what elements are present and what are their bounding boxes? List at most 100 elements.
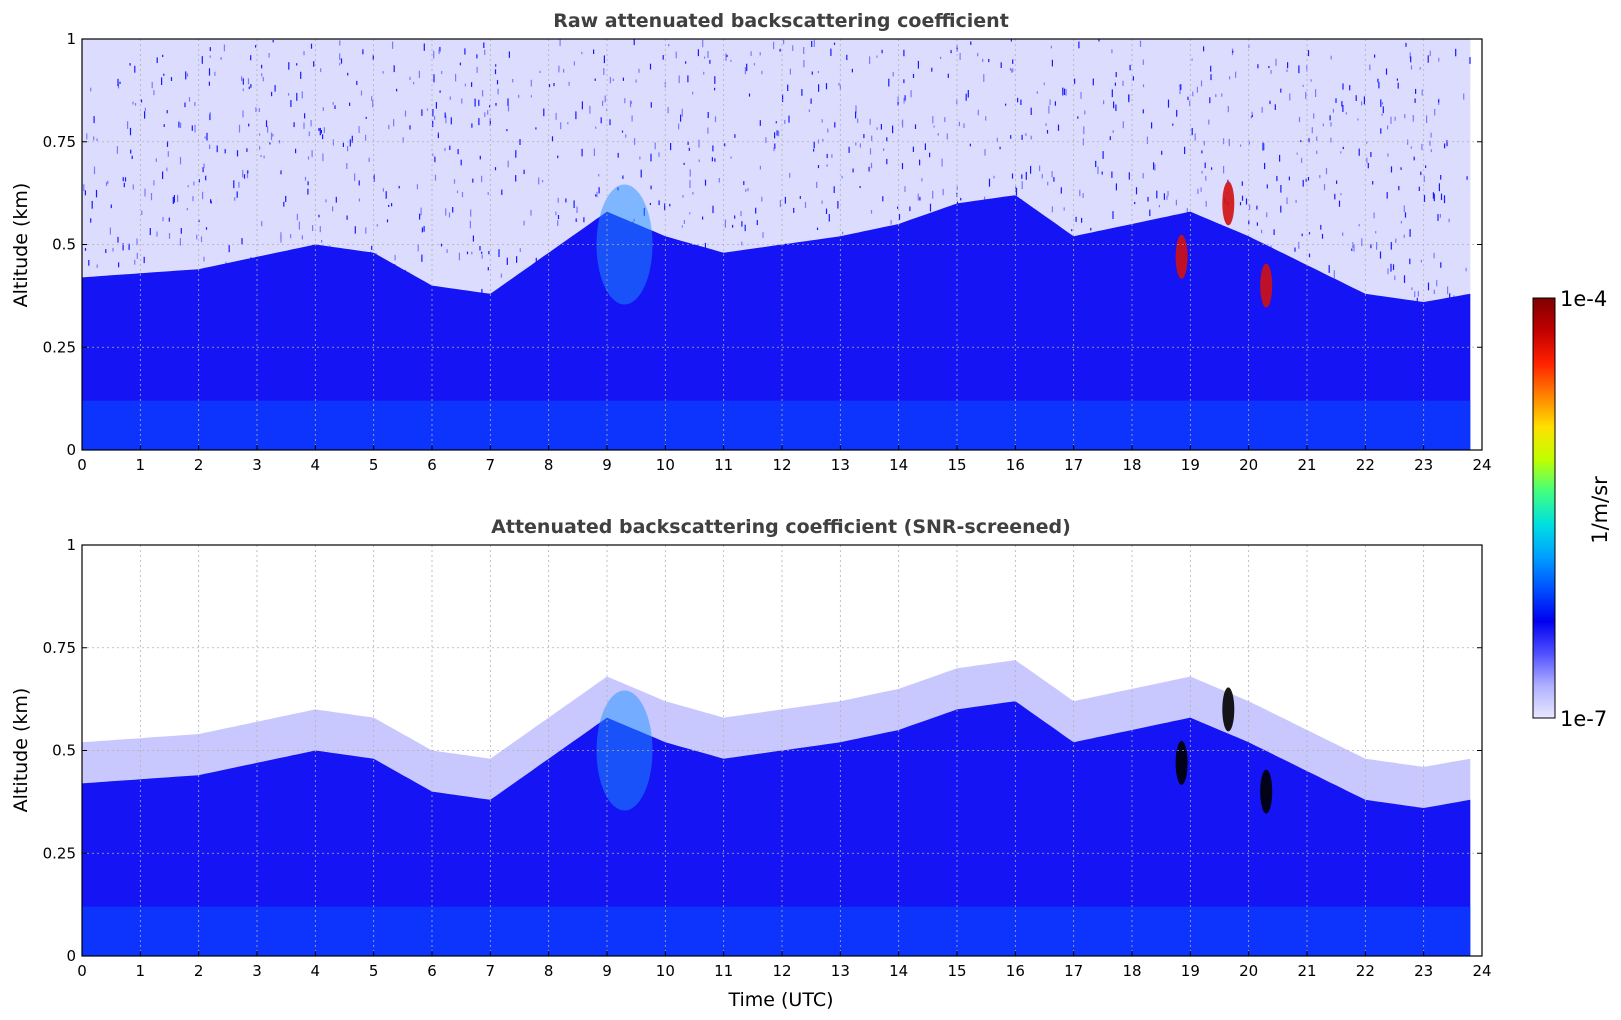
noise-speck — [855, 142, 857, 146]
noise-speck — [1167, 191, 1169, 197]
noise-speck — [272, 133, 274, 137]
noise-speck — [559, 39, 561, 46]
noise-speck — [445, 115, 447, 124]
noise-speck — [886, 158, 888, 165]
noise-speck — [209, 113, 211, 121]
noise-speck — [1142, 173, 1144, 179]
x-tick-label: 12 — [772, 456, 791, 474]
noise-speck — [168, 233, 171, 239]
noise-speck — [124, 177, 127, 182]
noise-speck — [481, 175, 483, 183]
noise-speck — [1179, 86, 1181, 95]
noise-speck — [565, 198, 567, 203]
noise-speck — [494, 69, 497, 75]
noise-speck — [464, 83, 466, 87]
noise-speck — [1387, 125, 1389, 130]
noise-speck — [1381, 102, 1384, 105]
noise-speck — [678, 75, 680, 84]
noise-speck — [346, 215, 348, 220]
noise-speck — [385, 191, 387, 199]
noise-speck — [1370, 244, 1372, 249]
raw-cloud — [1260, 263, 1273, 308]
noise-speck — [567, 122, 569, 125]
noise-speck — [151, 81, 153, 89]
raw-cloud — [1222, 181, 1235, 226]
noise-speck — [825, 208, 828, 214]
noise-speck — [658, 200, 660, 206]
noise-speck — [1390, 263, 1392, 272]
noise-speck — [1403, 205, 1405, 213]
noise-speck — [130, 149, 132, 154]
noise-speck — [1201, 150, 1203, 154]
noise-speck — [697, 49, 699, 57]
noise-speck — [1437, 214, 1439, 221]
noise-speck — [518, 94, 520, 98]
noise-speck — [156, 57, 158, 63]
x-tick-label: 18 — [1122, 456, 1141, 474]
noise-speck — [634, 138, 636, 145]
noise-speck — [162, 54, 164, 57]
noise-speck — [210, 200, 212, 204]
noise-speck — [689, 180, 691, 188]
noise-speck — [335, 196, 337, 203]
noise-speck — [857, 118, 859, 123]
noise-speck — [1178, 84, 1181, 87]
noise-speck — [942, 188, 944, 196]
noise-speck — [445, 208, 447, 216]
noise-speck — [1200, 80, 1203, 87]
noise-speck — [1115, 72, 1117, 78]
noise-speck — [322, 134, 324, 140]
noise-speck — [759, 165, 761, 170]
noise-speck — [668, 44, 670, 47]
noise-speck — [1414, 98, 1416, 103]
noise-speck — [959, 52, 961, 60]
noise-speck — [1036, 91, 1038, 94]
x-tick-label: 15 — [947, 456, 966, 474]
screened-panel-ylabel: Altitude (km) — [10, 688, 32, 813]
noise-speck — [241, 76, 243, 81]
noise-speck — [622, 175, 624, 179]
noise-speck — [912, 73, 915, 78]
raw-convective-plume — [596, 184, 653, 305]
noise-speck — [1080, 91, 1082, 99]
noise-speck — [892, 125, 894, 134]
noise-speck — [1417, 290, 1419, 297]
noise-speck — [393, 119, 395, 127]
noise-speck — [852, 168, 854, 173]
noise-speck — [1025, 171, 1027, 180]
noise-speck — [598, 174, 600, 177]
noise-speck — [650, 153, 652, 162]
noise-speck — [365, 227, 367, 234]
noise-speck — [1449, 293, 1451, 301]
noise-speck — [497, 88, 499, 95]
noise-speck — [1021, 134, 1023, 140]
noise-speck — [1266, 184, 1268, 189]
noise-speck — [191, 125, 193, 131]
raw-panel-title: Raw attenuated backscattering coefficien… — [553, 10, 1009, 32]
noise-speck — [535, 257, 537, 265]
noise-speck — [1010, 135, 1012, 139]
noise-speck — [1229, 76, 1231, 80]
x-tick-label: 17 — [1064, 962, 1083, 980]
noise-speck — [1287, 62, 1289, 69]
noise-speck — [1012, 68, 1014, 72]
noise-speck — [223, 44, 225, 52]
noise-speck — [204, 136, 206, 139]
noise-speck — [1321, 233, 1324, 239]
noise-speck — [988, 178, 991, 187]
noise-speck — [557, 220, 559, 226]
noise-speck — [1405, 42, 1407, 47]
noise-speck — [208, 68, 211, 76]
noise-speck — [680, 114, 682, 122]
noise-speck — [1112, 130, 1114, 133]
noise-speck — [649, 202, 651, 205]
noise-speck — [1430, 132, 1432, 138]
noise-speck — [432, 109, 434, 117]
noise-speck — [589, 105, 591, 114]
noise-speck — [332, 206, 334, 212]
noise-speck — [603, 55, 605, 64]
noise-speck — [682, 194, 684, 198]
noise-speck — [581, 148, 583, 157]
noise-speck — [1380, 99, 1382, 107]
noise-speck — [313, 61, 315, 67]
